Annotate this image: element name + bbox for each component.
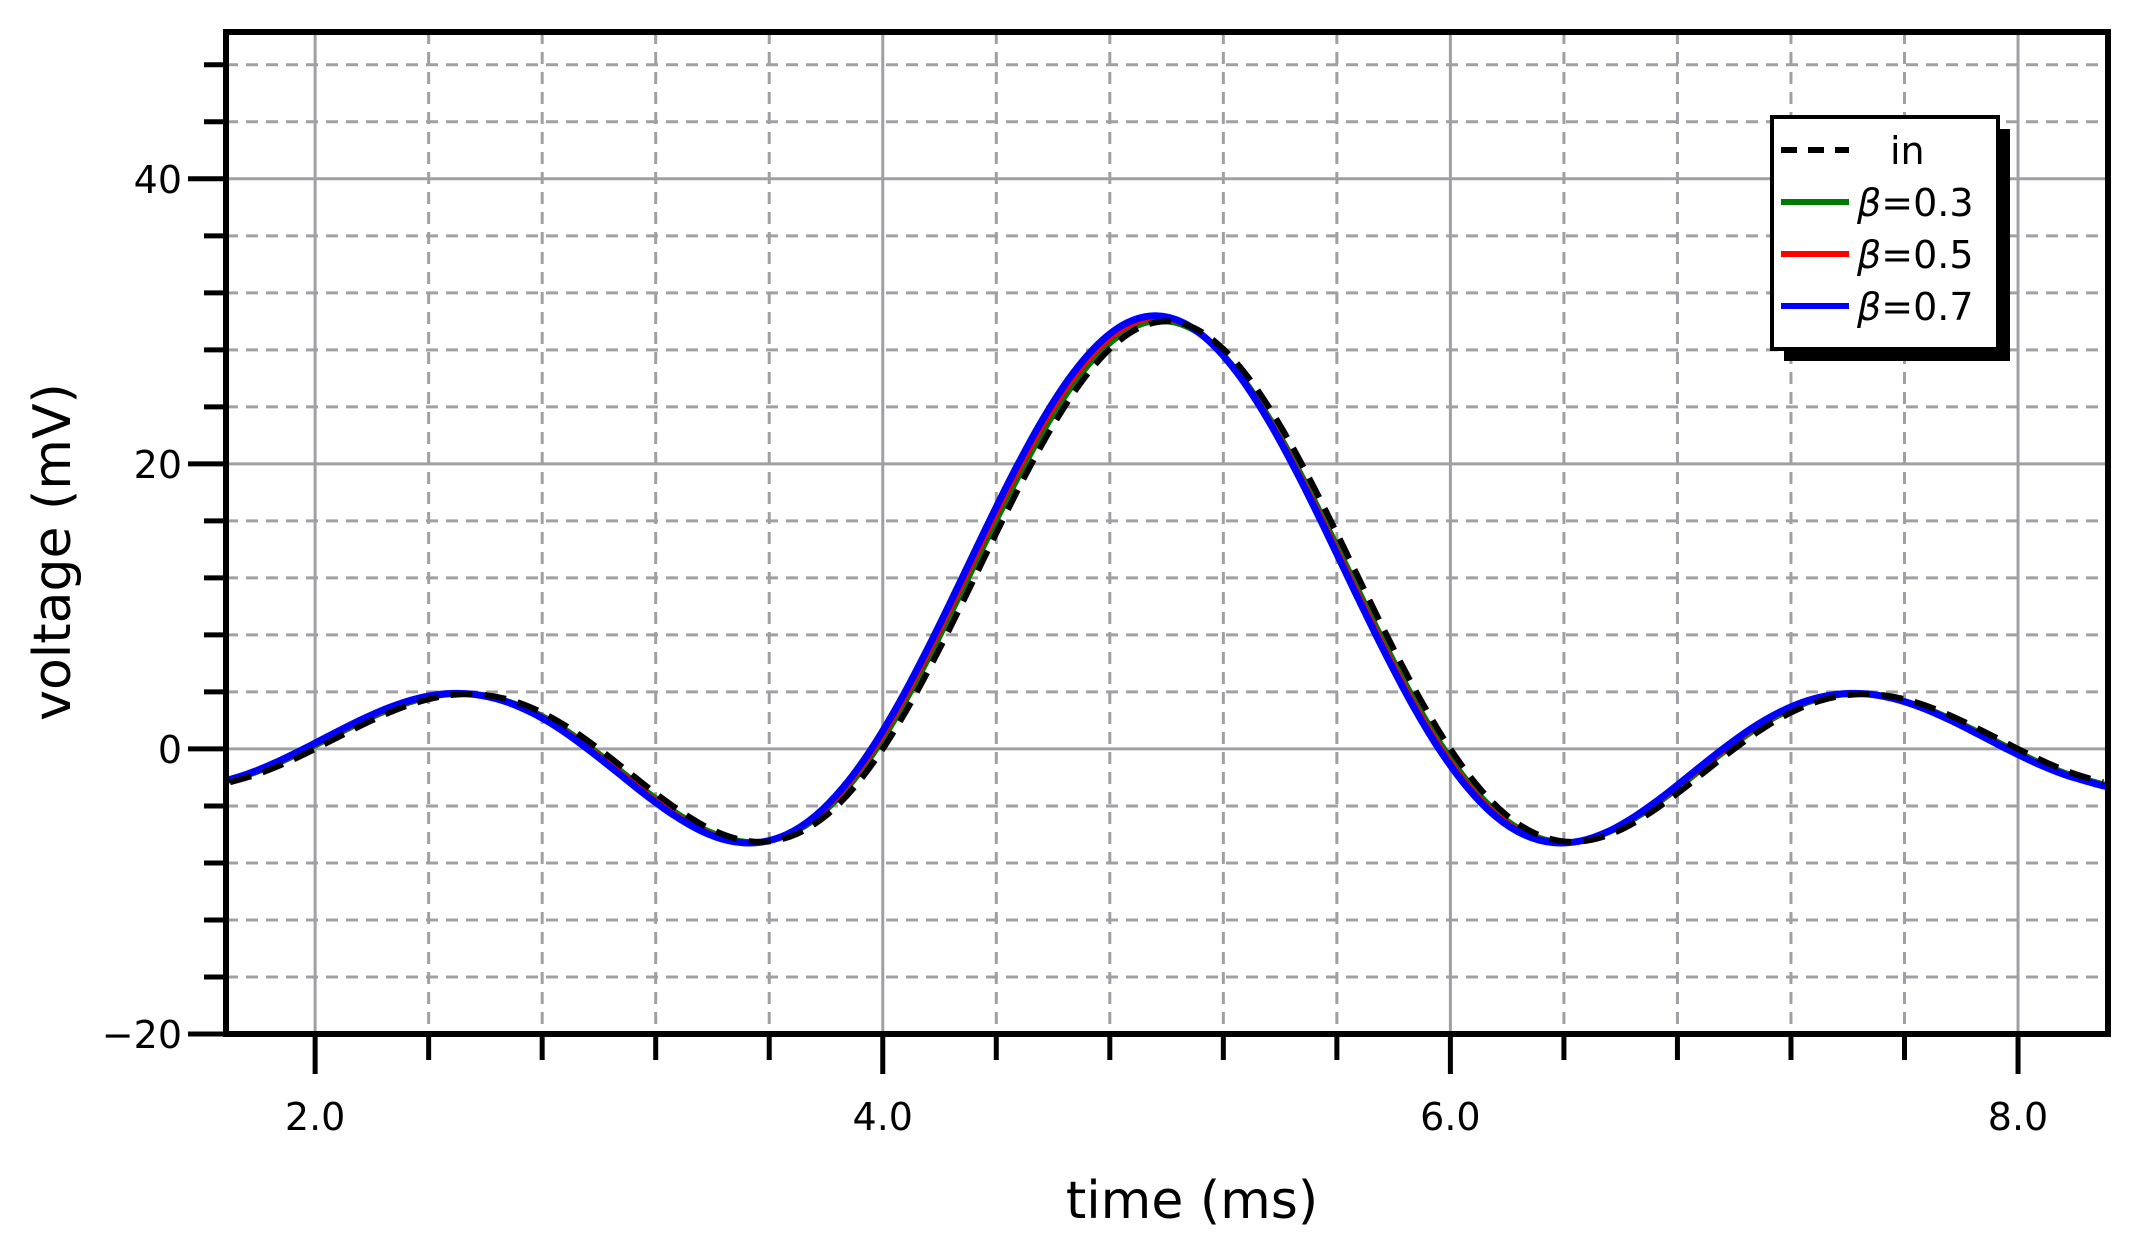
series-lines (228, 312, 2106, 847)
x-tick-label: 2.0 (285, 1095, 345, 1139)
legend-label: β=0.3 (1856, 181, 1974, 225)
x-tick-label: 8.0 (1988, 1095, 2048, 1139)
legend: in β=0.3 β=0.5 β=0.7 (1770, 115, 2010, 361)
x-tick-label: 4.0 (853, 1095, 913, 1139)
series-line-0-3 (228, 318, 2106, 845)
y-tick-label: −20 (102, 1013, 182, 1057)
y-tick-label: 0 (158, 728, 182, 772)
legend-label: β=0.7 (1856, 285, 1974, 329)
legend-label: β=0.5 (1856, 233, 1974, 277)
legend-box (1770, 115, 2000, 351)
tick-labels: 2.0 4.0 6.0 8.0 −20 0 20 40 (102, 158, 2048, 1139)
y-tick-label: 20 (134, 443, 182, 487)
series-line-in (229, 318, 2105, 845)
x-tick-label: 6.0 (1420, 1095, 1480, 1139)
axis-ticks (188, 62, 2021, 1074)
series-line-0-7 (228, 312, 2106, 847)
series-line-0-5 (228, 315, 2106, 846)
y-axis-title: voltage (mV) (23, 383, 83, 721)
legend-label: in (1890, 129, 1925, 173)
x-axis-title: time (ms) (1066, 1171, 1318, 1231)
plot-frame (223, 29, 2111, 1037)
y-tick-label: 40 (134, 158, 182, 202)
